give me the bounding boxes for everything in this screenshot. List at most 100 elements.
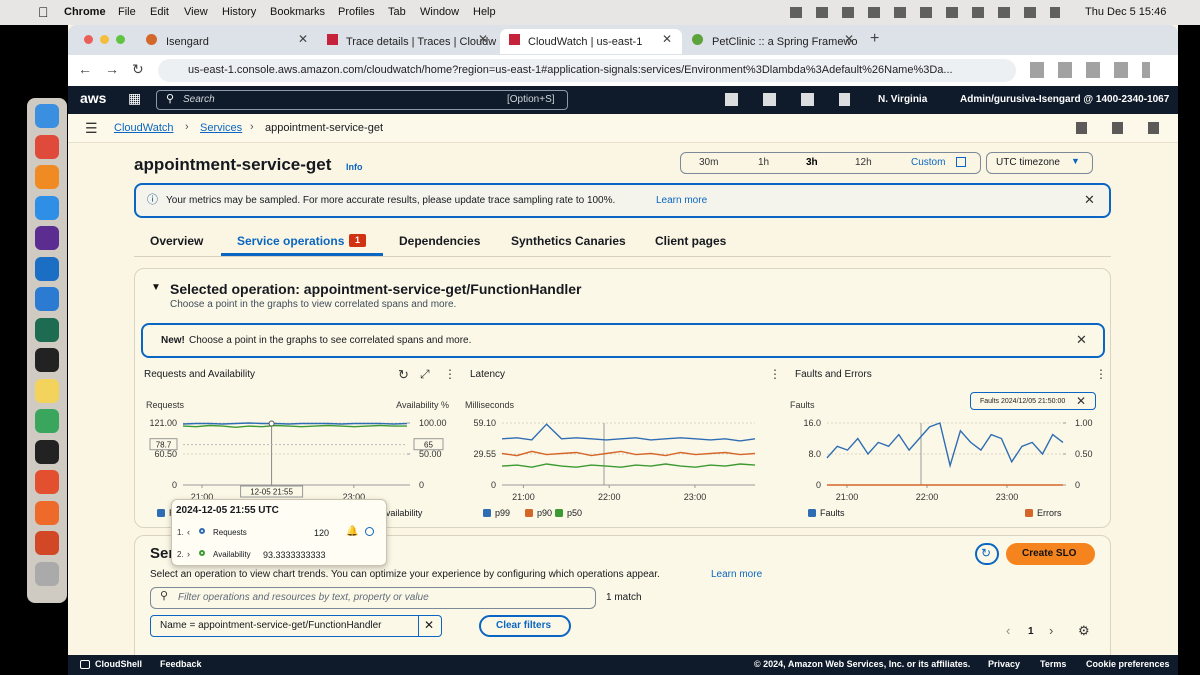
dock-icon[interactable] (35, 195, 59, 220)
apple-icon[interactable]:  (38, 5, 49, 19)
new-tab[interactable]: + (870, 30, 880, 47)
menu-item[interactable]: Window (420, 6, 460, 18)
timezone-select[interactable] (986, 152, 1093, 174)
menu-item[interactable]: File (118, 6, 136, 18)
dock-icon[interactable] (35, 378, 59, 403)
menu-item[interactable]: Help (473, 6, 496, 18)
tab[interactable]: Synthetics Canaries (511, 234, 626, 248)
menu-item[interactable]: Tab (388, 6, 406, 18)
time-custom[interactable]: Custom (911, 157, 946, 168)
menu-item[interactable]: View (184, 6, 208, 18)
dock-icon[interactable] (35, 470, 59, 494)
tab[interactable]: Overview (150, 234, 204, 248)
tab[interactable]: Dependencies (399, 234, 481, 248)
tab-close[interactable]: ✕ (298, 32, 309, 46)
tab-close[interactable]: ✕ (844, 32, 855, 46)
dock-icon[interactable] (35, 500, 59, 525)
dock-icon[interactable] (35, 409, 59, 433)
prev-page[interactable]: ‹ (1006, 623, 1011, 638)
breadcrumb-link[interactable]: CloudWatch (114, 122, 174, 134)
omnibox[interactable] (158, 59, 1016, 82)
app-name[interactable]: Chrome (64, 6, 106, 18)
browser-tab[interactable]: PetClinic :: a Spring Framewo (712, 36, 858, 48)
menu-item[interactable]: Bookmarks (270, 6, 326, 18)
footer-link[interactable]: Terms (1040, 659, 1067, 669)
search-box[interactable] (156, 90, 568, 110)
footer-link[interactable]: Privacy (988, 659, 1021, 669)
browser-tab[interactable]: Trace details | Traces | Cloudw (346, 36, 496, 48)
dock-icon[interactable] (35, 226, 59, 250)
tab-close[interactable]: ✕ (478, 32, 489, 46)
max-dot[interactable] (116, 35, 125, 44)
nav-icons[interactable] (725, 93, 850, 106)
filter-input[interactable] (150, 587, 596, 609)
refresh-icon[interactable]: ↻ (398, 367, 409, 382)
token-remove[interactable]: ✕ (424, 618, 435, 632)
dock-icon[interactable] (35, 104, 59, 128)
aws-logo[interactable]: aws (80, 90, 107, 106)
next-page[interactable]: › (1049, 623, 1054, 638)
utility-icons[interactable] (1076, 122, 1161, 134)
back[interactable]: ← (78, 61, 92, 77)
expand-icon[interactable]: ⤢ (420, 367, 430, 381)
dismiss[interactable]: ✕ (1084, 192, 1095, 207)
banner-text: Your metrics may be sampled. For more ac… (166, 195, 616, 206)
menu-item[interactable]: History (222, 6, 257, 18)
dock-icon[interactable] (35, 317, 59, 342)
dock-icon[interactable] (35, 287, 59, 311)
dock-icon[interactable] (35, 439, 59, 464)
chip-close[interactable]: ✕ (1076, 394, 1087, 408)
region[interactable]: N. Virginia (878, 94, 928, 105)
menu-item[interactable]: Profiles (338, 6, 375, 18)
tooltip-expand[interactable]: ‹ (187, 527, 190, 537)
create-slo-button[interactable] (1006, 543, 1095, 565)
more-icon[interactable]: ⋮ (769, 367, 781, 381)
tab[interactable]: Client pages (655, 234, 727, 248)
dismiss[interactable]: ✕ (1076, 332, 1087, 347)
dock-icon[interactable] (35, 165, 59, 189)
footer-link[interactable]: Cookie preferences (1086, 659, 1170, 669)
operations-link[interactable]: Learn more (711, 569, 763, 580)
clear-filters-button[interactable] (479, 615, 571, 637)
alarm-icon[interactable]: 🔔 (346, 526, 359, 537)
time-option[interactable]: 12h (855, 157, 872, 168)
cloudshell[interactable]: CloudShell (95, 659, 142, 669)
menu-toggle[interactable]: ☰ (85, 120, 98, 136)
reload[interactable]: ↻ (132, 61, 144, 77)
banner-link[interactable]: Learn more (656, 195, 708, 206)
apps-grid[interactable]: ▦ (128, 90, 142, 106)
feedback[interactable]: Feedback (160, 659, 202, 669)
browser-tab[interactable]: Isengard (166, 36, 209, 48)
account[interactable]: Admin/gurusiva-Isengard @ 1400-2340-1067 (960, 94, 1170, 105)
extensions[interactable] (1030, 62, 1150, 78)
close-dot[interactable] (84, 35, 93, 44)
time-option[interactable]: 30m (699, 157, 719, 168)
tooltip-expand[interactable]: › (187, 549, 190, 559)
favicon (509, 34, 520, 45)
menu-item[interactable]: Edit (150, 6, 169, 18)
spans-icon[interactable] (365, 527, 374, 536)
forward[interactable]: → (105, 61, 119, 77)
dock-icon[interactable] (35, 561, 59, 586)
status-icons[interactable] (790, 7, 1060, 18)
more-icon[interactable]: ⋮ (1095, 367, 1107, 381)
tab-close[interactable]: ✕ (662, 32, 673, 46)
dock-icon[interactable] (35, 531, 59, 555)
info-link[interactable]: Info (346, 162, 363, 172)
breadcrumb-link[interactable]: Services (200, 122, 243, 134)
collapse-caret[interactable]: ▼ (151, 282, 161, 293)
dock-icon[interactable] (35, 256, 59, 281)
time-option-selected[interactable]: 3h (806, 157, 818, 168)
tooltip-name: Requests (213, 528, 247, 537)
dock-icon[interactable] (35, 348, 59, 372)
browser-tab-active[interactable]: CloudWatch | us-east-1 (500, 29, 682, 54)
more-icon[interactable]: ⋮ (444, 367, 456, 381)
dock-icon[interactable] (35, 134, 59, 159)
time-option[interactable]: 1h (758, 157, 770, 168)
min-dot[interactable] (100, 35, 109, 44)
page-number[interactable]: 1 (1028, 626, 1034, 637)
refresh-button[interactable] (975, 543, 999, 565)
settings-icon[interactable]: ⚙ (1078, 623, 1090, 638)
filter-token[interactable] (150, 615, 442, 637)
tab-active[interactable]: Service operations (237, 234, 345, 248)
